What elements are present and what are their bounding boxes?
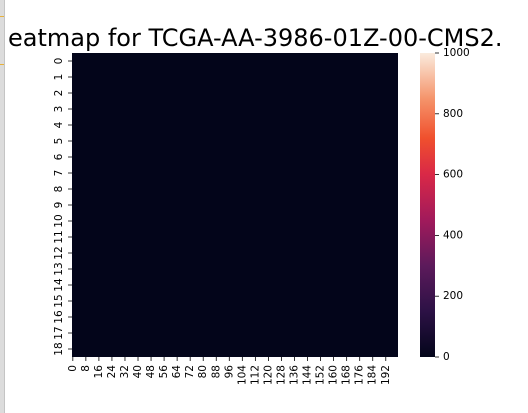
edge-marker	[0, 16, 4, 17]
colorbar	[420, 53, 435, 357]
x-tick-label: 144	[302, 365, 314, 385]
y-tick-label: 0	[53, 58, 65, 65]
heatmap-cells	[72, 53, 398, 357]
y-tick-label: 14	[53, 278, 65, 292]
y-tick-label: 3	[53, 106, 65, 113]
y-tick-label: 18	[53, 342, 65, 355]
x-tick-label: 176	[354, 365, 366, 385]
x-tick-label: 32	[119, 365, 131, 378]
x-axis: 0 8 16 24 32 40 48 56 64 72 80 88 96 104 112 120 128 136 1…	[67, 357, 392, 385]
x-tick-label: 152	[315, 365, 327, 385]
x-tick-label: 192	[380, 365, 392, 385]
colorbar-axis: 0 200 400 600 800 1000	[435, 47, 470, 363]
x-tick-label: 104	[236, 365, 248, 385]
x-tick-label: 40	[132, 365, 144, 378]
window-left-edge	[0, 0, 5, 413]
x-tick-label: 88	[210, 365, 222, 378]
x-tick-label: 64	[171, 365, 183, 379]
y-tick-label: 7	[53, 170, 65, 177]
y-tick-label: 11	[53, 230, 65, 243]
y-tick-label: 8	[53, 186, 65, 193]
x-tick-label: 136	[288, 365, 300, 385]
chart-title: eatmap for TCGA-AA-3986-01Z-00-CMS2.	[8, 24, 502, 52]
colorbar-tick-label: 800	[443, 108, 463, 120]
y-tick-label: 16	[53, 310, 65, 324]
x-tick-label: 0	[67, 365, 79, 372]
colorbar-tick-label: 200	[443, 290, 463, 302]
y-tick-label: 13	[53, 262, 65, 275]
y-tick-label: 5	[53, 138, 65, 145]
x-tick-label: 48	[145, 365, 157, 378]
x-tick-label: 8	[80, 365, 92, 372]
colorbar-tick-label: 400	[443, 229, 463, 241]
x-tick-label: 72	[184, 365, 196, 378]
colorbar-tick-label: 600	[443, 169, 463, 181]
colorbar-tick-label: 0	[443, 351, 450, 363]
colorbar-tick-label: 1000	[443, 47, 470, 59]
y-tick-label: 4	[53, 121, 65, 128]
y-tick-label: 15	[53, 294, 65, 307]
x-tick-label: 96	[223, 365, 235, 379]
x-tick-label: 160	[328, 365, 340, 385]
y-tick-label: 9	[53, 202, 65, 209]
y-tick-label: 10	[53, 214, 65, 227]
edge-marker	[0, 64, 4, 65]
x-tick-label: 16	[93, 365, 105, 379]
y-tick-label: 2	[53, 90, 65, 97]
y-tick-label: 17	[53, 326, 65, 339]
x-tick-label: 112	[249, 365, 261, 385]
x-tick-label: 56	[158, 365, 170, 379]
x-tick-label: 128	[275, 365, 287, 385]
x-tick-label: 80	[197, 365, 209, 378]
y-tick-label: 12	[53, 246, 65, 259]
x-tick-label: 24	[106, 365, 118, 379]
x-tick-label: 120	[262, 365, 274, 385]
x-tick-label: 168	[341, 365, 353, 385]
y-tick-label: 1	[53, 74, 65, 81]
x-tick-label: 184	[367, 365, 379, 385]
y-tick-label: 6	[53, 153, 65, 160]
